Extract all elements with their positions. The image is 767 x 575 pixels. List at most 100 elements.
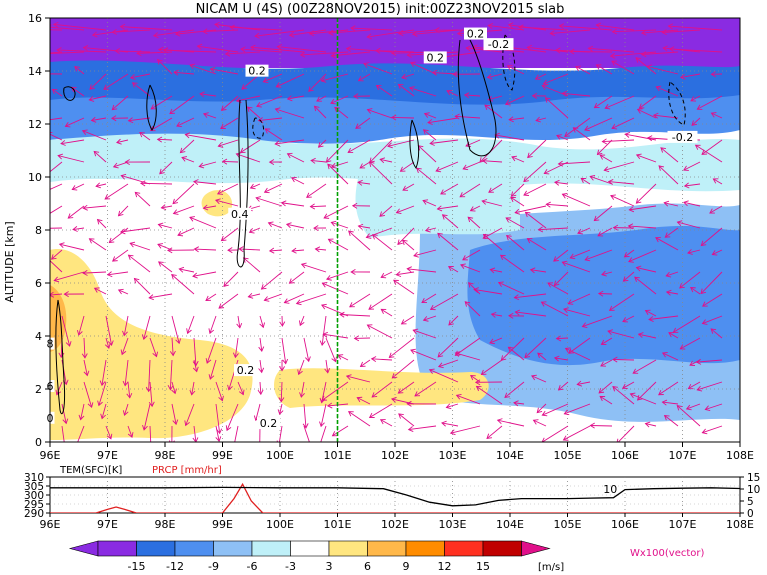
wind-vector-head xyxy=(372,234,378,240)
wind-vector xyxy=(612,359,635,361)
wind-vector xyxy=(306,183,327,198)
wind-vector xyxy=(360,359,371,367)
wind-vector xyxy=(440,183,459,195)
wind-vector xyxy=(629,205,657,211)
wind-vector-head xyxy=(357,223,364,230)
wind-vector-head xyxy=(106,433,113,440)
wind-vector-head xyxy=(587,45,594,52)
wind-vector-head xyxy=(563,409,570,416)
wind-vector xyxy=(666,271,679,277)
wind-vector xyxy=(150,117,173,131)
wind-vector xyxy=(130,242,151,251)
wind-vector xyxy=(488,183,503,193)
wind-vector-head xyxy=(537,226,544,233)
wind-vector-head xyxy=(518,24,524,31)
wind-vector xyxy=(677,221,701,229)
wind-vector xyxy=(506,235,525,251)
wind-vector-head xyxy=(402,185,409,191)
wind-vector-head xyxy=(480,369,487,376)
wind-vector xyxy=(358,225,371,229)
wind-vector xyxy=(157,138,173,141)
wind-vector xyxy=(61,425,65,442)
wind-vector xyxy=(437,232,459,251)
wind-vector-head xyxy=(330,220,337,227)
sub-grid xyxy=(50,477,740,513)
wind-vector xyxy=(221,227,239,241)
wind-vector-head xyxy=(315,451,320,456)
temp-y-tick-label: 305 xyxy=(24,481,44,493)
wind-vector-head xyxy=(416,167,422,174)
wind-vector-head xyxy=(202,28,208,35)
wind-vector-head xyxy=(127,432,134,438)
wind-vector xyxy=(396,205,415,214)
wind-vector-head xyxy=(196,43,203,50)
wind-vector xyxy=(702,293,723,307)
wind-vector-head xyxy=(176,121,182,128)
wind-vector xyxy=(464,94,481,97)
wind-vector xyxy=(258,117,283,122)
wind-vector-head xyxy=(280,200,287,207)
wind-vector-head xyxy=(462,164,469,171)
wind-vector xyxy=(440,51,481,58)
wind-vector-head xyxy=(313,105,320,112)
wind-vector xyxy=(505,95,525,105)
colorbar-segment xyxy=(251,540,291,557)
wind-vector xyxy=(346,48,393,53)
wind-vector xyxy=(630,393,657,405)
wind-vector-head xyxy=(679,344,686,350)
wind-vector xyxy=(462,249,481,261)
wind-vector-head xyxy=(514,309,521,316)
wind-vector xyxy=(559,25,613,31)
wind-vector xyxy=(149,381,153,407)
wind-vector-head xyxy=(259,322,266,329)
wind-vector-head xyxy=(536,407,543,414)
wind-vector xyxy=(171,403,177,425)
wind-vector-head xyxy=(611,28,618,35)
wind-vector xyxy=(59,243,85,251)
wind-vector-head xyxy=(193,246,200,253)
sub-x-tick-label: 100E xyxy=(266,518,294,531)
wind-vector-head xyxy=(506,64,513,71)
wind-vector-head xyxy=(683,182,690,189)
wind-vector-head xyxy=(710,328,717,334)
wind-vector xyxy=(359,161,371,169)
wind-vector xyxy=(380,158,393,163)
wind-vector xyxy=(320,425,327,442)
wind-vector-head xyxy=(302,423,309,429)
wind-vector-head xyxy=(424,226,431,233)
wind-vector-head xyxy=(601,270,607,277)
wind-vector xyxy=(280,381,283,402)
wind-vector-head xyxy=(541,84,548,90)
contour-line xyxy=(409,119,420,170)
wind-vector-head xyxy=(126,393,133,399)
wind-vector-head xyxy=(227,384,233,391)
sub-x-tick-label: 104E xyxy=(496,518,524,531)
wind-vector-head xyxy=(192,272,198,279)
wind-vector-head xyxy=(246,106,253,112)
wind-vector-head xyxy=(322,331,328,338)
wind-vector-head xyxy=(127,117,134,124)
wind-vector-head xyxy=(580,177,587,184)
wind-vector xyxy=(662,401,679,405)
wind-vector xyxy=(92,29,129,36)
wind-vector xyxy=(263,73,283,83)
wind-vector xyxy=(697,95,723,110)
wind-vector xyxy=(577,227,591,234)
wind-vector xyxy=(113,161,129,168)
wind-vector-head xyxy=(508,312,514,319)
wind-vector-head xyxy=(409,61,416,68)
wind-vector-head xyxy=(172,198,179,205)
wind-vector xyxy=(637,108,657,119)
wind-vector xyxy=(391,398,415,405)
wind-vector xyxy=(259,381,262,395)
wind-vector xyxy=(547,282,569,295)
wind-vector-head xyxy=(390,50,397,57)
wind-vector-head xyxy=(297,369,303,376)
wind-vector-head xyxy=(205,358,212,364)
wind-vector-head xyxy=(462,255,468,261)
wind-vector xyxy=(497,419,525,427)
wind-vector-head xyxy=(221,158,228,165)
wind-vector-head xyxy=(171,388,177,395)
wind-vector xyxy=(580,178,591,185)
